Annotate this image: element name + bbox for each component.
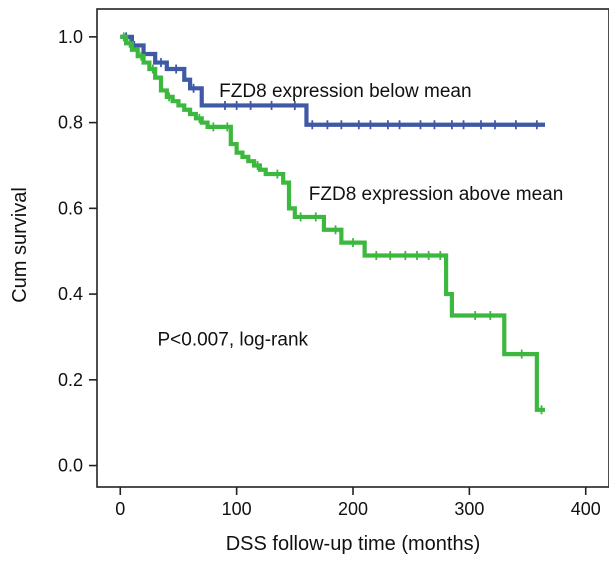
x-tick-label: 0 xyxy=(115,499,125,519)
x-tick-label: 100 xyxy=(222,499,252,519)
y-tick-label: 0.6 xyxy=(58,198,83,218)
y-tick-label: 0.4 xyxy=(58,284,83,304)
y-tick-label: 1.0 xyxy=(58,27,83,47)
annotation-label: FZD8 expression below mean xyxy=(219,81,471,102)
annotation-label: P<0.007, log-rank xyxy=(158,330,309,351)
ticks-layer: 0 100 200 300 400 0.0 0.2 0.4 0.6 0.8 1.0 xyxy=(58,27,601,519)
x-axis-title: DSS follow-up time (months) xyxy=(226,533,481,555)
y-tick-label: 0.2 xyxy=(58,370,83,390)
series-layer xyxy=(120,32,545,415)
x-tick-label: 400 xyxy=(571,499,601,519)
y-tick-label: 0.0 xyxy=(58,456,83,476)
x-tick-label: 300 xyxy=(454,499,484,519)
survival-curve-above-mean xyxy=(120,34,545,412)
y-tick-label: 0.8 xyxy=(58,113,83,133)
y-axis-title: Cum survival xyxy=(9,187,31,303)
annotations-layer: FZD8 expression below mean FZD8 expressio… xyxy=(158,81,564,351)
x-tick-label: 200 xyxy=(338,499,368,519)
annotation-label: FZD8 expression above mean xyxy=(309,184,564,205)
